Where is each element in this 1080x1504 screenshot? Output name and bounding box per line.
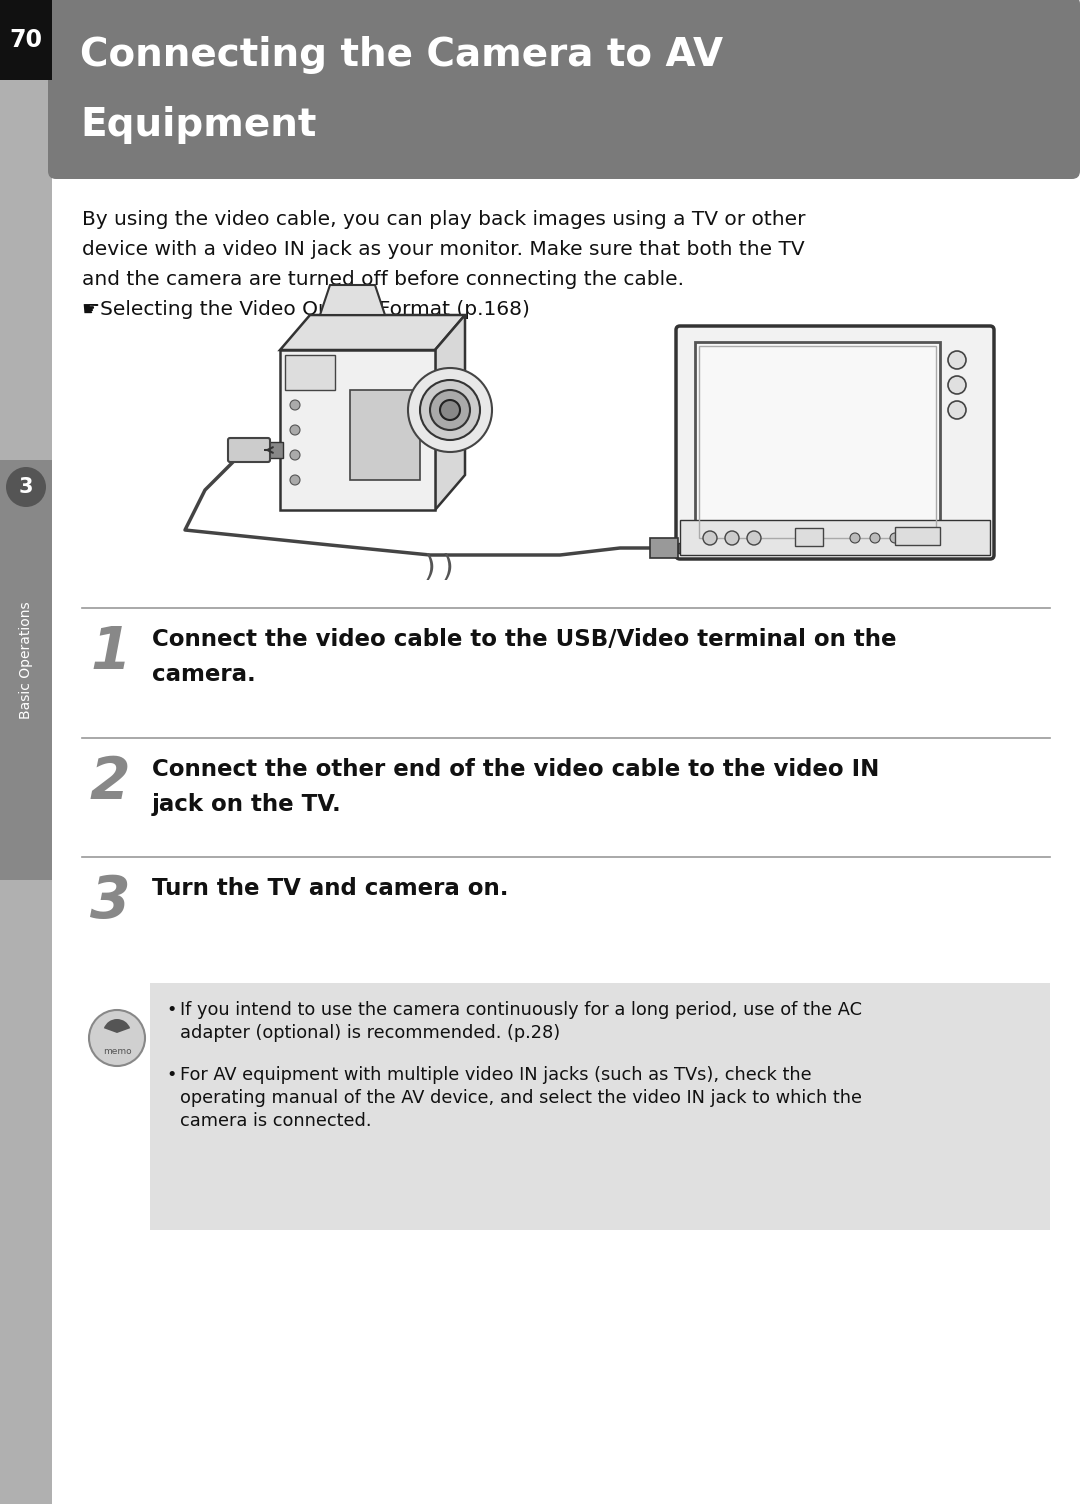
- Bar: [285, 355, 335, 390]
- Text: Turn the TV and camera on.: Turn the TV and camera on.: [152, 877, 509, 899]
- Circle shape: [291, 426, 300, 435]
- Bar: [680, 520, 990, 555]
- Wedge shape: [104, 1020, 131, 1033]
- Circle shape: [291, 400, 300, 411]
- Circle shape: [870, 532, 880, 543]
- Text: Basic Operations: Basic Operations: [19, 602, 33, 719]
- Bar: [696, 341, 940, 541]
- Text: device with a video IN jack as your monitor. Make sure that both the TV: device with a video IN jack as your moni…: [82, 241, 805, 259]
- Text: By using the video cable, you can play back images using a TV or other: By using the video cable, you can play b…: [82, 211, 806, 229]
- Bar: [678, 543, 696, 553]
- FancyBboxPatch shape: [48, 0, 1080, 179]
- Circle shape: [89, 1011, 145, 1066]
- Text: ☛Selecting the Video Output Format (p.168): ☛Selecting the Video Output Format (p.16…: [82, 299, 530, 319]
- Text: ): ): [442, 553, 454, 582]
- Text: 1: 1: [90, 624, 131, 681]
- Text: and the camera are turned off before connecting the cable.: and the camera are turned off before con…: [82, 271, 684, 289]
- Text: For AV equipment with multiple video IN jacks (such as TVs), check the: For AV equipment with multiple video IN …: [180, 1066, 812, 1084]
- Circle shape: [408, 368, 492, 453]
- Text: 2: 2: [90, 754, 131, 811]
- Bar: [895, 526, 940, 544]
- Circle shape: [420, 381, 480, 441]
- Circle shape: [291, 450, 300, 460]
- FancyBboxPatch shape: [228, 438, 270, 462]
- Text: 70: 70: [10, 29, 42, 53]
- Bar: [699, 346, 936, 538]
- Circle shape: [703, 531, 717, 544]
- Text: •: •: [166, 1002, 176, 1020]
- Text: camera.: camera.: [152, 663, 256, 686]
- Bar: [350, 390, 420, 480]
- Text: Connect the video cable to the USB/Video terminal on the: Connect the video cable to the USB/Video…: [152, 629, 896, 651]
- Circle shape: [747, 531, 761, 544]
- Circle shape: [6, 468, 46, 507]
- Bar: [795, 528, 823, 546]
- Circle shape: [890, 532, 900, 543]
- Circle shape: [948, 402, 966, 420]
- Bar: [0, 0, 52, 80]
- Text: 3: 3: [18, 477, 33, 496]
- Text: If you intend to use the camera continuously for a long period, use of the AC: If you intend to use the camera continuo…: [180, 1002, 862, 1020]
- Text: operating manual of the AV device, and select the video IN jack to which the: operating manual of the AV device, and s…: [180, 1089, 862, 1107]
- Text: jack on the TV.: jack on the TV.: [152, 793, 341, 817]
- Text: memo: memo: [103, 1047, 132, 1056]
- Circle shape: [850, 532, 860, 543]
- Polygon shape: [320, 284, 384, 314]
- Circle shape: [948, 376, 966, 394]
- Bar: [280, 350, 435, 510]
- Text: Equipment: Equipment: [80, 105, 316, 144]
- Polygon shape: [280, 314, 465, 350]
- Circle shape: [725, 531, 739, 544]
- Text: Connecting the Camera to AV: Connecting the Camera to AV: [80, 36, 724, 74]
- Text: ): ): [424, 553, 436, 582]
- Bar: [0, 0, 52, 1504]
- Text: •: •: [166, 1066, 176, 1084]
- Bar: [150, 984, 1050, 1230]
- Polygon shape: [435, 314, 465, 510]
- Text: 3: 3: [90, 872, 131, 929]
- Text: camera is connected.: camera is connected.: [180, 1111, 372, 1130]
- Bar: [650, 538, 678, 558]
- Bar: [0, 460, 52, 880]
- Text: Connect the other end of the video cable to the video IN: Connect the other end of the video cable…: [152, 758, 879, 781]
- Circle shape: [291, 475, 300, 484]
- Text: adapter (optional) is recommended. (p.28): adapter (optional) is recommended. (p.28…: [180, 1024, 561, 1042]
- Circle shape: [440, 400, 460, 420]
- Bar: [265, 442, 283, 459]
- Circle shape: [948, 350, 966, 368]
- Circle shape: [430, 390, 470, 430]
- FancyBboxPatch shape: [676, 326, 994, 559]
